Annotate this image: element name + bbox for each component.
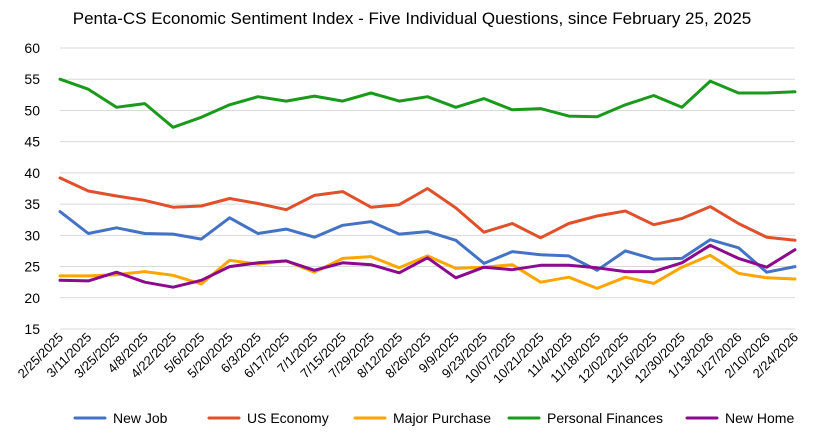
series-line-new-home xyxy=(58,243,797,289)
y-axis-ticks: 15 20 25 30 35 40 45 50 55 60 xyxy=(24,40,40,337)
legend-label-personal-finances: Personal Finances xyxy=(547,410,663,426)
x-axis-ticks: 2/25/20253/11/20253/25/20254/8/20254/22/… xyxy=(15,330,802,387)
y-tick-label: 45 xyxy=(24,134,40,150)
series-line-us-economy xyxy=(58,176,797,242)
series-lines xyxy=(58,77,797,290)
y-tick-label: 55 xyxy=(24,71,40,87)
series-line-major-purchase xyxy=(58,253,797,290)
legend-label-new-home: New Home xyxy=(725,410,794,426)
y-tick-label: 35 xyxy=(24,196,40,212)
legend-label-new-job: New Job xyxy=(113,410,168,426)
series-line-new-job xyxy=(58,210,797,274)
legend-label-us-economy: US Economy xyxy=(247,410,329,426)
y-tick-label: 25 xyxy=(24,259,40,275)
y-tick-label: 30 xyxy=(24,227,40,243)
chart-title: Penta-CS Economic Sentiment Index - Five… xyxy=(73,9,751,28)
y-tick-label: 50 xyxy=(24,102,40,118)
y-tick-label: 20 xyxy=(24,290,40,306)
series-line-personal-finances xyxy=(58,77,797,129)
y-tick-label: 15 xyxy=(24,321,40,337)
legend-label-major-purchase: Major Purchase xyxy=(393,410,491,426)
y-tick-label: 40 xyxy=(24,165,40,181)
legend: New Job US Economy Major Purchase Personal … xyxy=(73,410,794,426)
y-tick-label: 60 xyxy=(24,40,40,56)
